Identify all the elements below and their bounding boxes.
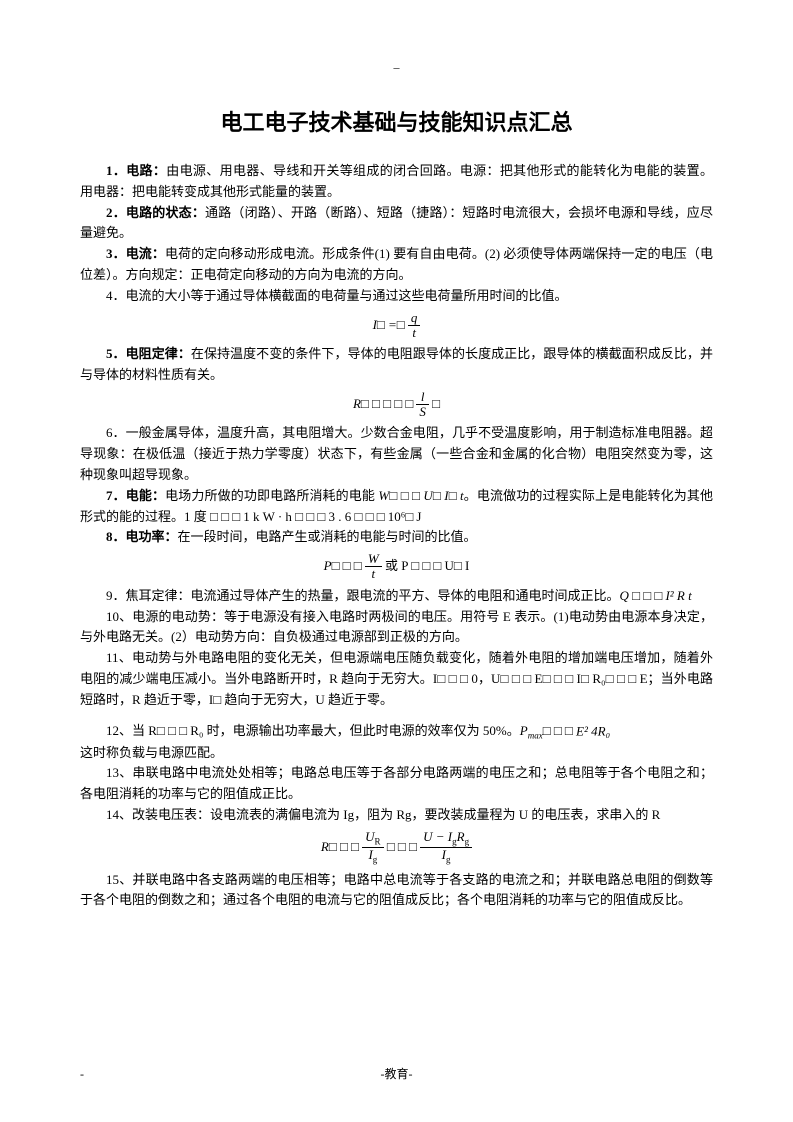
item-11: 11、电动势与外电路电阻的变化无关，但电源端电压随负载变化，随着外电阻的增加端电… <box>80 648 713 710</box>
item-8-text: 在一段时间，电路产生或消耗的电能与时间的比值。 <box>178 529 477 544</box>
item-7-text-a: 电场力所做的功即电路所消耗的电能 <box>165 488 378 503</box>
f4-num: q <box>408 311 421 326</box>
f14-num1-sub: R <box>375 836 381 846</box>
f5-num: l <box>416 390 429 405</box>
item-3: 3．电流：电荷的定向移动形成电流。形成条件(1) 要有自由电荷。(2) 必须使导… <box>80 244 713 286</box>
formula-5: R□ □ □ □ □ l S □ <box>80 390 713 420</box>
page-title: 电工电子技术基础与技能知识点汇总 <box>80 105 713 137</box>
item-2: 2．电路的状态：通路（闭路）、开路（断路）、短路（捷路）：短路时电流很大，会损坏… <box>80 203 713 245</box>
f12-lhs: P <box>520 723 528 738</box>
item-4: 4．电流的大小等于通过导体横截面的电荷量与通过这些电荷量所用时间的比值。 <box>80 286 713 307</box>
f8-num: W <box>365 552 382 567</box>
f5-tail: □ <box>432 396 440 411</box>
f5-den: S <box>416 405 429 419</box>
formula-8: P□ □ □ W t 或 P □ □ □ U□ I <box>80 552 713 582</box>
formula-4: I□ =□ q t <box>80 311 713 341</box>
item-15: 15、并联电路中各支路两端的电压相等；电路中总电流等于各支路的电流之和；并联电路… <box>80 870 713 912</box>
f8-lhs: P□ □ □ <box>324 558 362 573</box>
f5-lhs: R□ □ □ □ □ <box>353 396 413 411</box>
f12-mid: □ □ □ <box>543 723 573 738</box>
f14-num2-sub2: g <box>465 836 470 846</box>
top-dash: – <box>80 60 713 75</box>
item-7: 7．电能：电场力所做的功即电路所消耗的电能 W□ □ □ U□ I□ t。电流做… <box>80 486 713 528</box>
footer-center: -教育- <box>0 1065 793 1082</box>
item-8-label: 8．电功率： <box>106 529 178 544</box>
f4-lhs: I□ =□ <box>373 316 405 331</box>
item-14: 14、改装电压表：设电流表的满偏电流为 Ig，阻为 Rg，要改装成量程为 U 的… <box>80 805 713 826</box>
f8-den: t <box>365 567 382 581</box>
f14-den2-sub: g <box>446 855 451 865</box>
f14-num2a: U − I <box>423 829 452 844</box>
item-7-inline-formula: W□ □ □ U□ I□ t <box>378 488 463 503</box>
item-9-text: 9．焦耳定律：电流通过导体产生的热量，跟电流的平方、导体的电阻和通电时间成正比。 <box>106 588 620 603</box>
f8-mid: 或 P □ □ □ U□ I <box>385 558 469 573</box>
formula-14: R□ □ □ UR Ig □ □ □ U − IgRg Ig <box>80 830 713 866</box>
item-12-text-a: 12、当 R□ □ □ R₀ 时，电源输出功率最大，但此时电源的效率仅为 50%… <box>106 723 520 738</box>
item-12: 12、当 R□ □ □ R₀ 时，电源输出功率最大，但此时电源的效率仅为 50%… <box>80 721 713 743</box>
f14-den1-sub: g <box>373 855 378 865</box>
item-12b: 这时称负载与电源匹配。 <box>80 743 713 764</box>
f14-num2b: R <box>457 829 465 844</box>
item-6: 6．一般金属导体，温度升高，其电阻增大。少数合金电阻，几乎不受温度影响，用于制造… <box>80 423 713 485</box>
item-2-label: 2．电路的状态： <box>106 205 205 220</box>
item-1-label: 1．电路： <box>106 163 166 178</box>
f12-den: 4R₀ <box>591 723 610 738</box>
f14-lhs: R□ □ □ <box>321 839 359 854</box>
f14-num1: U <box>365 829 374 844</box>
f12-num: E² <box>576 723 588 738</box>
item-5: 5．电阻定律：在保持温度不变的条件下，导体的电阻跟导体的长度成正比，跟导体的横截… <box>80 344 713 386</box>
item-7-label: 7．电能： <box>106 488 165 503</box>
item-10: 10、电源的电动势：等于电源没有接入电路时两极间的电压。用符号 E 表示。(1)… <box>80 607 713 649</box>
f12-sub: max <box>528 730 543 740</box>
f14-mid: □ □ □ <box>387 839 417 854</box>
item-3-label: 3．电流： <box>106 246 165 261</box>
item-5-label: 5．电阻定律： <box>106 346 191 361</box>
f4-den: t <box>408 326 421 340</box>
item-8: 8．电功率：在一段时间，电路产生或消耗的电能与时间的比值。 <box>80 527 713 548</box>
item-1: 1．电路：由电源、用电器、导线和开关等组成的闭合回路。电源：把其他形式的能转化为… <box>80 161 713 203</box>
item-9: 9．焦耳定律：电流通过导体产生的热量，跟电流的平方、导体的电阻和通电时间成正比。… <box>80 586 713 607</box>
item-9-inline-formula: Q □ □ □ I² R t <box>620 588 692 603</box>
item-13: 13、串联电路中电流处处相等；电路总电压等于各部分电路两端的电压之和；总电阻等于… <box>80 763 713 805</box>
item-1-text: 由电源、用电器、导线和开关等组成的闭合回路。电源：把其他形式的能转化为电能的装置… <box>80 163 713 199</box>
item-3-text: 电荷的定向移动形成电流。形成条件(1) 要有自由电荷。(2) 必须使导体两端保持… <box>80 246 713 282</box>
